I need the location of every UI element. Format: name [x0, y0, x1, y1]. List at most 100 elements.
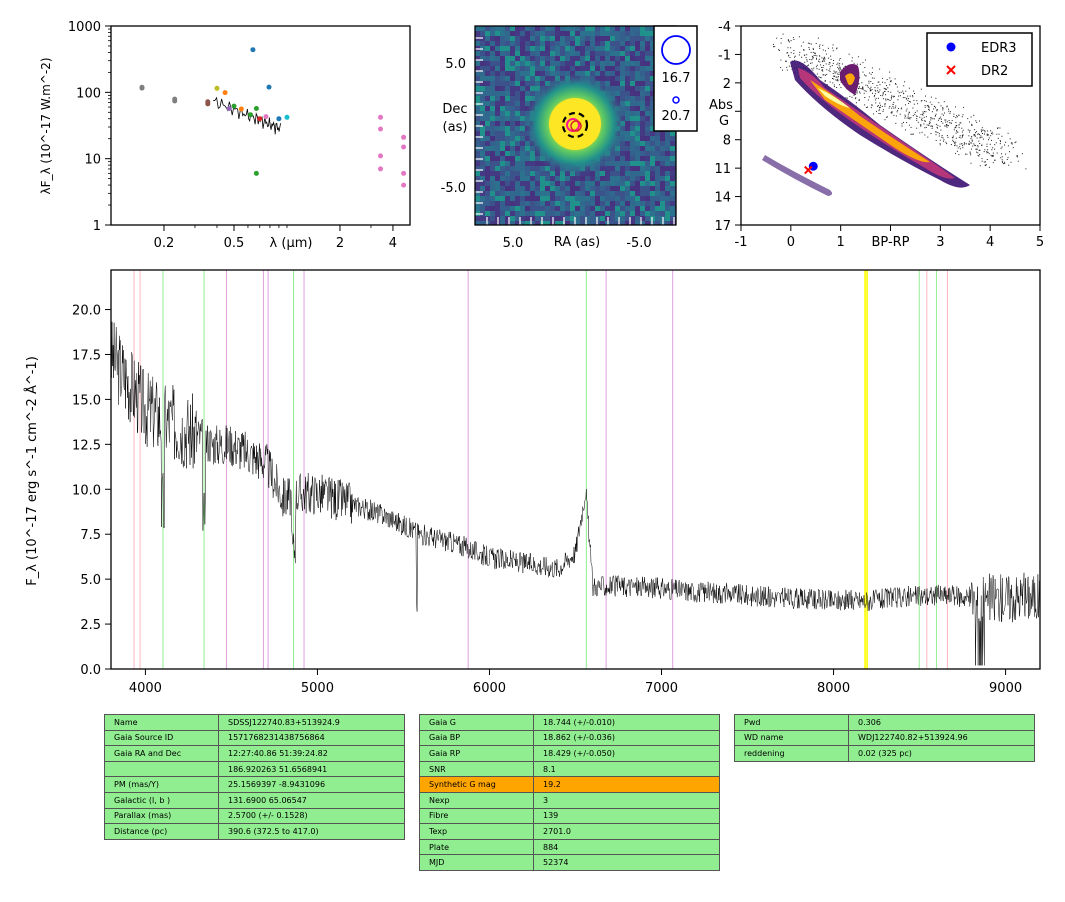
hrd-star [863, 92, 865, 94]
image-pixel [505, 71, 510, 76]
image-pixel [495, 131, 500, 136]
image-pixel [635, 61, 640, 66]
table-row: 186.920263 51.6568941 [104, 760, 405, 778]
hrd-star [989, 143, 991, 145]
image-pixel [505, 161, 510, 166]
image-pixel [515, 26, 520, 31]
hrd-star [790, 40, 792, 42]
image-pixel [540, 171, 545, 176]
image-pixel [645, 81, 650, 86]
table-key-cell: Name [104, 714, 219, 731]
hrd-star [952, 139, 954, 141]
hrd-star [788, 55, 790, 57]
image-pixel [525, 156, 530, 161]
image-pixel [615, 211, 620, 216]
hrd-star [984, 133, 985, 135]
hrd-star [981, 160, 983, 162]
image-pixel [645, 171, 650, 176]
image-pixel [520, 86, 525, 91]
image-pixel [590, 56, 595, 61]
hrd-star [786, 52, 788, 54]
image-pixel [565, 196, 570, 201]
hrd-star [806, 54, 808, 56]
image-pixel [620, 201, 625, 206]
image-pixel [565, 51, 570, 56]
image-pixel [515, 46, 520, 51]
image-pixel [610, 76, 615, 81]
image-pixel [500, 206, 505, 211]
hrd-star [815, 66, 817, 68]
hrd-star [788, 65, 790, 67]
image-pixel [640, 41, 645, 46]
image-pixel [630, 201, 635, 206]
hrd-star [861, 88, 863, 90]
image-pixel [625, 156, 630, 161]
image-pixel [655, 166, 660, 171]
hrd-star [787, 52, 789, 54]
hrd-star [991, 131, 993, 133]
image-pixel [585, 46, 590, 51]
hrd-star [1010, 142, 1012, 144]
image-pixel [650, 51, 655, 56]
table-key-cell: PM (mas/Y) [104, 776, 219, 793]
image-pixel [495, 151, 500, 156]
image-pixel [640, 191, 645, 196]
legend-edr3-label: EDR3 [981, 41, 1017, 56]
image-pixel [575, 191, 580, 196]
target-aperture [561, 111, 589, 139]
hrd-star [877, 105, 879, 107]
image-pixel [660, 136, 665, 141]
image-pixel [655, 186, 660, 191]
image-pixel [595, 61, 600, 66]
image-pixel [535, 56, 540, 61]
table-value-cell: SDSSJ122740.83+513924.9 [218, 714, 405, 731]
image-pixel [615, 71, 620, 76]
image-pixel [535, 206, 540, 211]
hrd-star [813, 54, 815, 56]
image-pixel [505, 101, 510, 106]
hrd-star [819, 47, 821, 49]
hrd-legend: EDR3 DR2 [926, 32, 1033, 87]
hrd-star [1000, 147, 1002, 149]
image-pixel [625, 171, 630, 176]
image-pixel [650, 156, 655, 161]
image-pixel [640, 121, 645, 126]
spectrum-line [111, 321, 1040, 666]
image-pixel [510, 196, 515, 201]
image-pixel [480, 191, 485, 196]
hrd-star [965, 143, 967, 145]
table-row: Gaia G 18.744 (+/-0.010) [419, 714, 720, 731]
image-pixel [645, 121, 650, 126]
hrd-star [893, 114, 895, 116]
hrd-star [927, 136, 929, 138]
hrd-star [951, 120, 953, 122]
image-pixel [500, 86, 505, 91]
table-key-cell: Gaia BP [419, 729, 534, 747]
hrd-star [924, 134, 926, 136]
image-pixel [635, 171, 640, 176]
hrd-star [940, 118, 942, 120]
image-pixel [625, 41, 630, 46]
image-pixel [665, 136, 670, 141]
image-pixel [615, 166, 620, 171]
image-pixel [500, 116, 505, 121]
image-pixel [650, 136, 655, 141]
image-pixel [610, 51, 615, 56]
hrd-star [798, 54, 800, 56]
image-pixel [645, 136, 650, 141]
image-pixel [480, 206, 485, 211]
image-pixel [610, 176, 615, 181]
image-pixel [510, 121, 515, 126]
image-pixel [510, 171, 515, 176]
hrd-xtick-label: BP-RP [871, 235, 909, 250]
hrd-star [992, 155, 993, 157]
table-value-cell: 186.920263 51.6568941 [218, 760, 405, 778]
hrd-star [829, 66, 831, 68]
image-pixel [560, 46, 565, 51]
hrd-star [822, 67, 824, 68]
image-pixel [475, 191, 480, 196]
hrd-star [865, 90, 867, 92]
hrd-star [930, 119, 932, 121]
image-pixel [620, 86, 625, 91]
image-pixel [490, 146, 495, 151]
